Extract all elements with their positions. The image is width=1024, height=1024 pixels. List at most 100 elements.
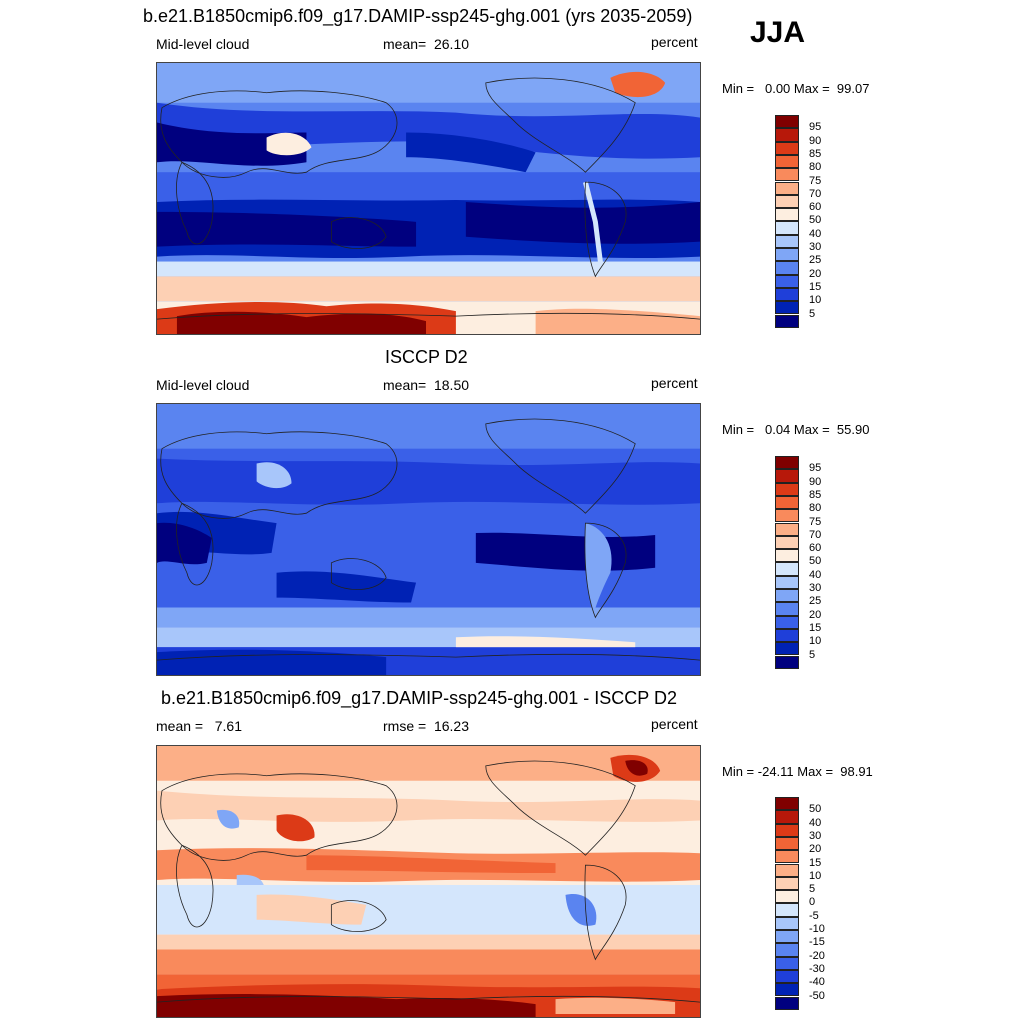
panel2-mean-label: mean= 18.50 <box>383 377 470 393</box>
colorbar-tick-label: 30 <box>809 829 822 842</box>
colorbar-tick-label: -15 <box>809 936 825 949</box>
colorbar-segment <box>775 168 799 182</box>
colorbar-tick-label: 5 <box>809 648 816 661</box>
colorbar-segment <box>775 495 799 510</box>
colorbar-tick-label: 90 <box>809 134 822 147</box>
colorbar-tick-label: -20 <box>809 949 825 962</box>
panel1-minmax: Min = 0.00 Max = 99.07 <box>722 81 870 96</box>
panel3-colorbar: 50 40 30 20 15 10 5 0 -5 -10 -15 -20 -30 -40 -50 <box>775 797 825 1010</box>
panel1-mean-label: mean= 26.10 <box>383 36 470 52</box>
colorbar-segment <box>775 301 799 315</box>
colorbar-segment <box>775 221 799 235</box>
colorbar-tick-label: 85 <box>809 488 822 501</box>
colorbar-segment <box>775 810 799 824</box>
colorbar-segment <box>775 115 799 129</box>
colorbar-tick-label: 10 <box>809 294 822 307</box>
colorbar-tick-label: -50 <box>809 989 825 1002</box>
panel3-map <box>156 745 701 1018</box>
colorbar-tick-label: 20 <box>809 843 822 856</box>
colorbar-tick-label: 15 <box>809 621 822 634</box>
panel3-heatmap <box>157 746 700 1017</box>
panel3-minmax: Min = -24.11 Max = 98.91 <box>722 764 873 779</box>
colorbar-tick-label: 20 <box>809 608 822 621</box>
colorbar-segment <box>775 996 799 1010</box>
colorbar-segment <box>775 208 799 222</box>
colorbar-tick-label: 10 <box>809 635 822 648</box>
colorbar-segment <box>775 128 799 142</box>
colorbar-segment <box>775 876 799 891</box>
panel2-map <box>156 403 701 676</box>
colorbar-segment <box>775 509 799 523</box>
colorbar-segment <box>775 535 799 550</box>
colorbar-segment <box>775 890 799 904</box>
panel2-colorbar: 95 90 85 80 75 70 60 50 40 30 25 20 15 10 5 <box>775 456 821 669</box>
colorbar-segment <box>775 943 799 957</box>
colorbar-segment <box>775 154 799 169</box>
colorbar-tick-label: -30 <box>809 962 825 975</box>
panel3-mean-label: mean = 7.61 <box>156 718 243 734</box>
colorbar-tick-label: -5 <box>809 909 819 922</box>
colorbar-segment <box>775 903 799 917</box>
colorbar-segment <box>775 628 799 643</box>
colorbar-tick-label: 90 <box>809 475 822 488</box>
colorbar-segment <box>775 930 799 944</box>
colorbar-tick-label: 95 <box>809 121 822 134</box>
panel1-map <box>156 62 701 335</box>
colorbar-segment <box>775 615 799 629</box>
colorbar-segment <box>775 916 799 930</box>
colorbar-segment <box>775 261 799 275</box>
colorbar-tick-label: 30 <box>809 241 822 253</box>
colorbar-tick-label: 30 <box>809 582 822 594</box>
colorbar-segment <box>775 141 799 155</box>
colorbar-tick-label: 60 <box>809 542 822 555</box>
colorbar-segment <box>775 248 799 262</box>
colorbar-segment <box>775 642 799 656</box>
colorbar-tick-label: 50 <box>809 555 822 568</box>
colorbar-segment <box>775 522 799 536</box>
colorbar-segment <box>775 797 799 811</box>
panel1-units-label: percent <box>651 34 698 50</box>
colorbar-tick-label: 5 <box>809 883 816 896</box>
colorbar-segment <box>775 469 799 483</box>
colorbar-tick-label: 60 <box>809 201 822 214</box>
panel2-variable-label: Mid-level cloud <box>156 377 250 393</box>
panel2-minmax: Min = 0.04 Max = 55.90 <box>722 422 870 437</box>
colorbar-segment <box>775 969 799 984</box>
colorbar-tick-label: 40 <box>809 227 822 240</box>
colorbar-tick-label: 25 <box>809 254 822 267</box>
colorbar-segment <box>775 575 799 589</box>
colorbar-tick-label: 85 <box>809 147 822 160</box>
colorbar-segment <box>775 274 799 288</box>
colorbar-tick-label: 95 <box>809 462 822 475</box>
colorbar-tick-label: 40 <box>809 816 822 829</box>
colorbar-segment <box>775 602 799 616</box>
panel2-heatmap <box>157 404 700 675</box>
colorbar-tick-label: 15 <box>809 280 822 293</box>
colorbar-tick-label: 75 <box>809 515 822 528</box>
panel1-heatmap <box>157 63 700 334</box>
panel3-rmse-label: rmse = 16.23 <box>383 718 469 734</box>
colorbar-segment <box>775 863 799 877</box>
colorbar-tick-label: 15 <box>809 856 822 869</box>
colorbar-segment <box>775 482 799 496</box>
colorbar-segment <box>775 983 799 997</box>
colorbar-segment <box>775 314 799 328</box>
colorbar-segment <box>775 181 799 195</box>
colorbar-tick-label: 20 <box>809 267 822 280</box>
colorbar-segment <box>775 287 799 302</box>
colorbar-tick-label: 50 <box>809 214 822 227</box>
colorbar-tick-label: 50 <box>809 803 822 816</box>
colorbar-segment <box>775 234 799 248</box>
colorbar-segment <box>775 850 799 864</box>
panel1-title: b.e21.B1850cmip6.f09_g17.DAMIP-ssp245-gh… <box>143 6 693 26</box>
colorbar-segment <box>775 562 799 576</box>
colorbar-segment <box>775 956 799 970</box>
panel1-colorbar: 95 90 85 80 75 70 60 50 40 30 25 20 15 10 5 <box>775 115 821 328</box>
colorbar-segment <box>775 836 799 851</box>
colorbar-segment <box>775 589 799 603</box>
colorbar-tick-label: 70 <box>809 187 822 200</box>
colorbar-tick-label: -40 <box>809 976 825 989</box>
panel1-variable-label: Mid-level cloud <box>156 36 250 52</box>
colorbar-tick-label: 5 <box>809 307 816 320</box>
colorbar-segment <box>775 456 799 470</box>
